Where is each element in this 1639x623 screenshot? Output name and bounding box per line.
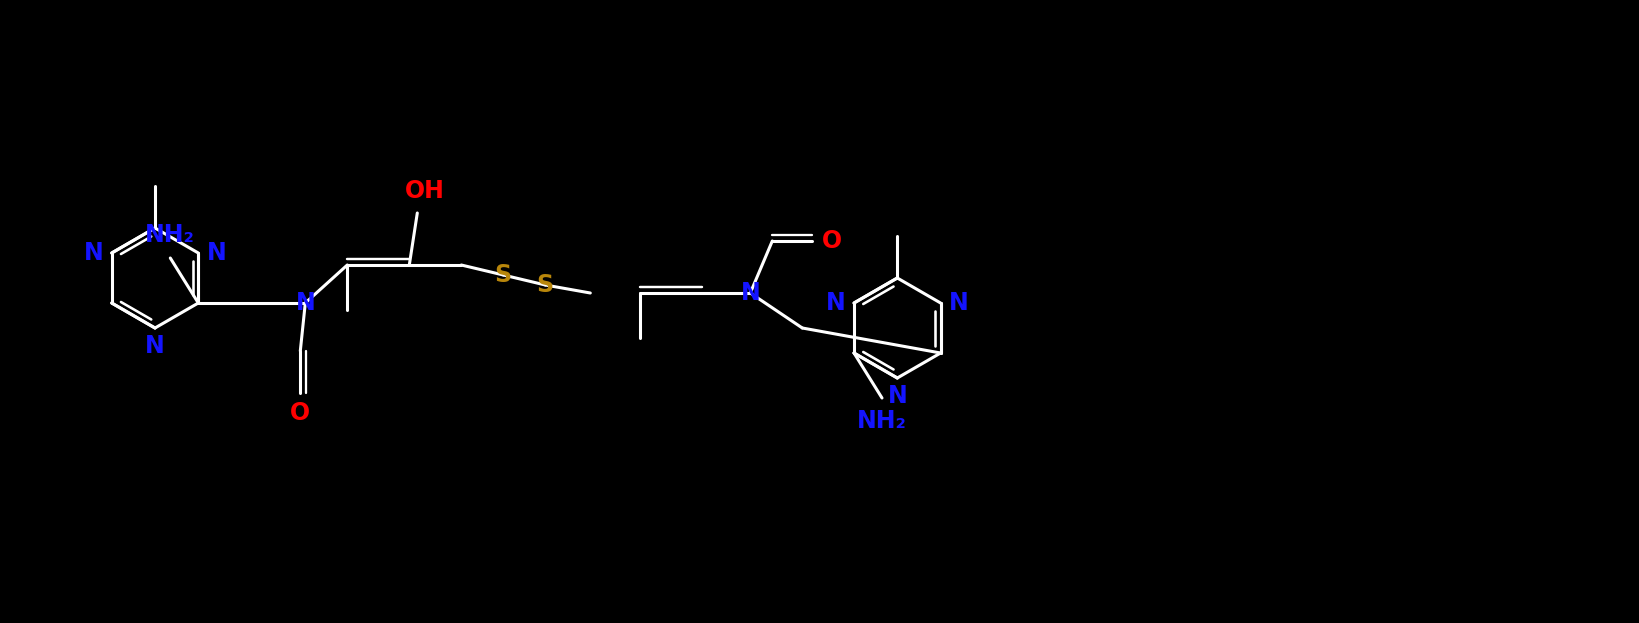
- Text: N: N: [826, 291, 846, 315]
- Text: S: S: [536, 273, 554, 297]
- Text: O: O: [823, 229, 842, 253]
- Text: NH₂: NH₂: [146, 223, 195, 247]
- Text: N: N: [295, 291, 315, 315]
- Text: NH₂: NH₂: [857, 409, 906, 433]
- Text: N: N: [146, 334, 166, 358]
- Text: OH: OH: [405, 179, 446, 203]
- Text: N: N: [84, 241, 103, 265]
- Text: N: N: [741, 281, 760, 305]
- Text: O: O: [290, 401, 310, 425]
- Text: S: S: [495, 263, 511, 287]
- Text: N: N: [887, 384, 906, 408]
- Text: N: N: [207, 241, 226, 265]
- Text: N: N: [949, 291, 969, 315]
